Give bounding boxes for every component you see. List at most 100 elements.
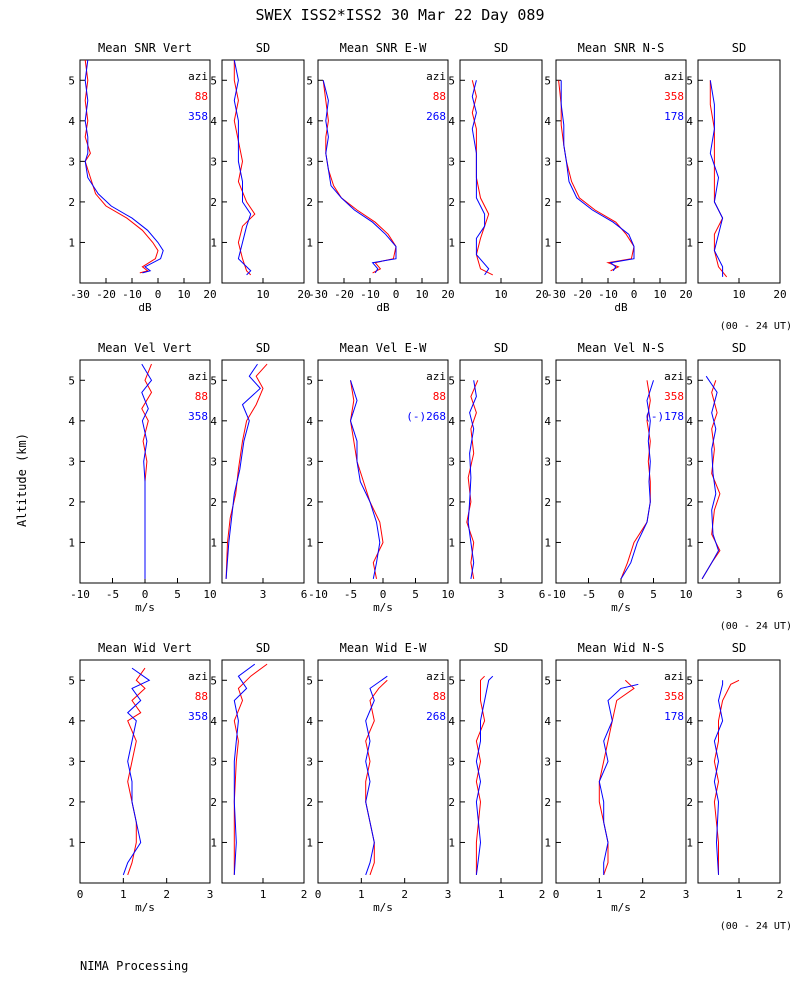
legend-entry: 268: [426, 110, 446, 123]
panel-title: Mean SNR Vert: [98, 41, 192, 55]
chart-panel: Mean Vel Vert -10 -5 0 5 10 1 2 3 4 5 m/s azi 88 358: [68, 341, 216, 614]
legend-entry: (-)178: [644, 410, 684, 423]
y-tick-label: 1: [210, 536, 217, 549]
x-tick-label: 6: [301, 588, 308, 601]
legend-entry: 358: [188, 110, 208, 123]
x-tick-label: 10: [653, 288, 666, 301]
y-tick-label: 5: [306, 374, 313, 387]
plot-frame: [221, 359, 305, 584]
x-tick-label: 2: [539, 888, 546, 901]
plot-frame: [221, 59, 305, 284]
y-tick-label: 1: [686, 836, 693, 849]
plot-frame: [459, 59, 543, 284]
panel-title: SD: [494, 341, 508, 355]
y-tick-label: 4: [448, 115, 455, 128]
y-tick-label: 2: [210, 796, 217, 809]
y-tick-label: 1: [544, 236, 551, 249]
series-line: [701, 375, 720, 580]
x-tick-label: 10: [732, 288, 745, 301]
y-tick-label: 2: [544, 196, 551, 209]
x-tick-label: 2: [301, 888, 308, 901]
y-tick-label: 2: [448, 796, 455, 809]
y-tick-label: 4: [306, 415, 313, 428]
x-tick-label: 10: [494, 288, 507, 301]
y-tick-label: 5: [68, 74, 75, 87]
legend-header: azi: [426, 370, 446, 383]
plot-frame: [79, 59, 211, 284]
y-tick-label: 1: [306, 536, 313, 549]
x-tick-label: -5: [106, 588, 119, 601]
series-line: [322, 80, 397, 274]
y-tick-label: 4: [544, 715, 551, 728]
series-line: [127, 667, 146, 876]
legend-header: azi: [426, 670, 446, 683]
y-tick-label: 4: [68, 715, 75, 728]
y-tick-label: 4: [306, 115, 313, 128]
series-line: [467, 380, 477, 579]
chart-panel: SD 1 2 1 2 3 4 5: [686, 641, 783, 901]
chart-panel: Mean Vel E-W -10 -5 0 5 10 1 2 3 4 5 m/s azi 88 (-)268: [306, 341, 454, 614]
series-line: [471, 80, 490, 276]
x-tick-label: 3: [445, 888, 452, 901]
ut-label-row-3: (00 - 24 UT): [720, 921, 792, 932]
legend-header: azi: [664, 70, 684, 83]
y-tick-label: 1: [306, 236, 313, 249]
x-tick-label: 5: [650, 588, 657, 601]
y-tick-label: 1: [210, 236, 217, 249]
panel-title: Mean Vel E-W: [340, 341, 427, 355]
y-tick-label: 3: [306, 455, 313, 468]
legend-header: azi: [188, 670, 208, 683]
y-tick-label: 3: [306, 755, 313, 768]
x-tick-label: 2: [777, 888, 784, 901]
y-tick-label: 4: [544, 415, 551, 428]
y-tick-label: 3: [68, 455, 75, 468]
x-tick-label: 10: [679, 588, 692, 601]
series-line: [225, 363, 268, 579]
y-tick-label: 4: [210, 415, 217, 428]
series-line: [475, 675, 494, 875]
x-tick-label: 6: [777, 588, 784, 601]
y-tick-label: 2: [544, 496, 551, 509]
y-tick-label: 4: [68, 415, 75, 428]
x-tick-label: -10: [70, 588, 90, 601]
series-line: [598, 683, 639, 875]
chart-panel: Mean Vel N-S -10 -5 0 5 10 1 2 3 4 5 m/s azi 358 (-)17…: [544, 341, 692, 614]
x-tick-label: 3: [736, 588, 743, 601]
x-tick-label: 0: [553, 888, 560, 901]
y-tick-label: 3: [448, 455, 455, 468]
y-tick-label: 1: [68, 236, 75, 249]
y-tick-label: 1: [306, 836, 313, 849]
x-tick-label: 0: [393, 288, 400, 301]
x-tick-label: 2: [639, 888, 646, 901]
x-tick-label: 1: [498, 888, 505, 901]
x-tick-label: 10: [203, 588, 216, 601]
x-tick-label: -10: [308, 588, 328, 601]
y-tick-label: 2: [68, 796, 75, 809]
panel-title: Mean Wid Vert: [98, 641, 192, 655]
chart-panel: SD 10 20 1 2 3 4 5: [210, 41, 310, 301]
y-tick-label: 5: [210, 74, 217, 87]
y-tick-label: 1: [686, 536, 693, 549]
y-tick-label: 2: [68, 196, 75, 209]
y-tick-label: 2: [306, 196, 313, 209]
x-tick-label: 20: [773, 288, 786, 301]
panel-title: Mean Vel Vert: [98, 341, 192, 355]
x-tick-label: 2: [401, 888, 408, 901]
series-line: [233, 663, 268, 875]
y-tick-label: 4: [686, 415, 693, 428]
chart-panel: SD 3 6 1 2 3 4 5: [448, 341, 545, 601]
x-tick-label: 1: [358, 888, 365, 901]
legend-entry: 88: [433, 690, 446, 703]
ut-label-row-1: (00 - 24 UT): [720, 321, 792, 332]
y-tick-label: 3: [448, 755, 455, 768]
y-tick-label: 5: [306, 674, 313, 687]
plot-frame: [317, 659, 449, 884]
panel-title: Mean Wid E-W: [340, 641, 427, 655]
series-line: [122, 667, 151, 876]
legend-entry: 88: [195, 690, 208, 703]
series-line: [620, 380, 651, 580]
series-line: [233, 60, 256, 276]
y-tick-label: 2: [686, 196, 693, 209]
series-line: [466, 380, 479, 579]
